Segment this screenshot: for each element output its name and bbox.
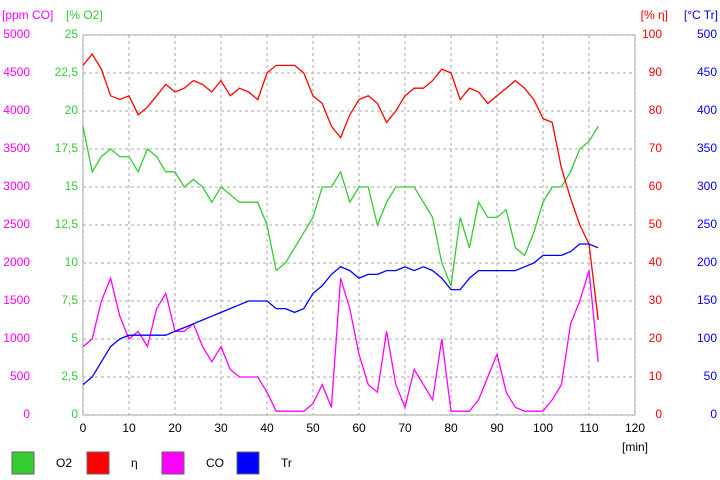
y-tick-label: 250 [697,217,717,231]
x-tick-label: 0 [80,421,87,435]
legend-label: CO [206,456,224,470]
y-tick-label: 0 [710,407,717,421]
legend-swatch [236,451,260,475]
axis-title: [% η] [641,8,668,22]
y-tick-label: 1500 [3,293,30,307]
y-tick-label: 100 [697,331,717,345]
y-tick-label: 2,5 [61,369,78,383]
series-line [82,52,599,321]
x-tick-label: 120 [625,421,645,435]
x-tick-label: 10 [122,421,136,435]
legend-label: O2 [56,456,72,470]
y-tick-label: 3000 [3,179,30,193]
y-tick-label: 60 [649,179,663,193]
y-tick-label: 90 [649,65,663,79]
y-tick-label: 3500 [3,141,30,155]
y-tick-label: 30 [649,293,663,307]
legend-swatch [86,451,110,475]
y-tick-label: 150 [697,293,717,307]
y-tick-label: 4500 [3,65,30,79]
y-tick-label: 0 [71,407,78,421]
y-tick-label: 100 [642,27,662,41]
y-tick-label: 25 [65,27,79,41]
y-tick-label: 0 [655,407,662,421]
series-line [82,243,599,386]
legend-label: Tr [281,456,292,470]
y-tick-label: 17,5 [55,141,79,155]
x-tick-label: 80 [444,421,458,435]
series-line [82,125,599,289]
y-tick-label: 15 [65,179,79,193]
x-tick-label: 20 [168,421,182,435]
y-tick-label: 12,5 [55,217,79,231]
y-tick-label: 40 [649,255,663,269]
y-tick-label: 4000 [3,103,30,117]
y-tick-label: 70 [649,141,663,155]
y-tick-label: 7,5 [61,293,78,307]
x-tick-label: 90 [490,421,504,435]
legend-label: η [131,456,138,470]
x-tick-label: 40 [260,421,274,435]
axis-title: [°C Tr] [684,8,718,22]
x-tick-label: 110 [579,421,598,435]
x-tick-label: 50 [306,421,320,435]
x-tick-label: 70 [398,421,412,435]
y-tick-label: 500 [10,369,30,383]
x-axis-label: [min] [622,440,648,454]
y-tick-label: 5 [71,331,78,345]
y-tick-label: 350 [697,141,717,155]
y-tick-label: 2500 [3,217,30,231]
x-tick-label: 100 [533,421,553,435]
y-tick-label: 80 [649,103,663,117]
y-tick-label: 300 [697,179,717,193]
y-tick-label: 10 [65,255,79,269]
y-tick-label: 50 [704,369,718,383]
y-tick-label: 1000 [3,331,30,345]
x-tick-label: 60 [352,421,366,435]
x-tick-label: 30 [214,421,228,435]
series-line [82,270,599,412]
axis-title: [% O2] [66,8,103,22]
axis-title: [ppm CO] [2,8,53,22]
y-tick-label: 0 [23,407,30,421]
y-tick-label: 500 [697,27,717,41]
legend-swatch [161,451,185,475]
y-tick-label: 5000 [3,27,30,41]
y-tick-label: 200 [697,255,717,269]
y-tick-label: 20 [65,103,79,117]
y-tick-label: 2000 [3,255,30,269]
y-tick-label: 10 [649,369,663,383]
y-tick-label: 20 [649,331,663,345]
y-tick-label: 50 [649,217,663,231]
y-tick-label: 400 [697,103,717,117]
y-tick-label: 450 [697,65,717,79]
y-tick-label: 22,5 [55,65,79,79]
legend-swatch [11,451,35,475]
